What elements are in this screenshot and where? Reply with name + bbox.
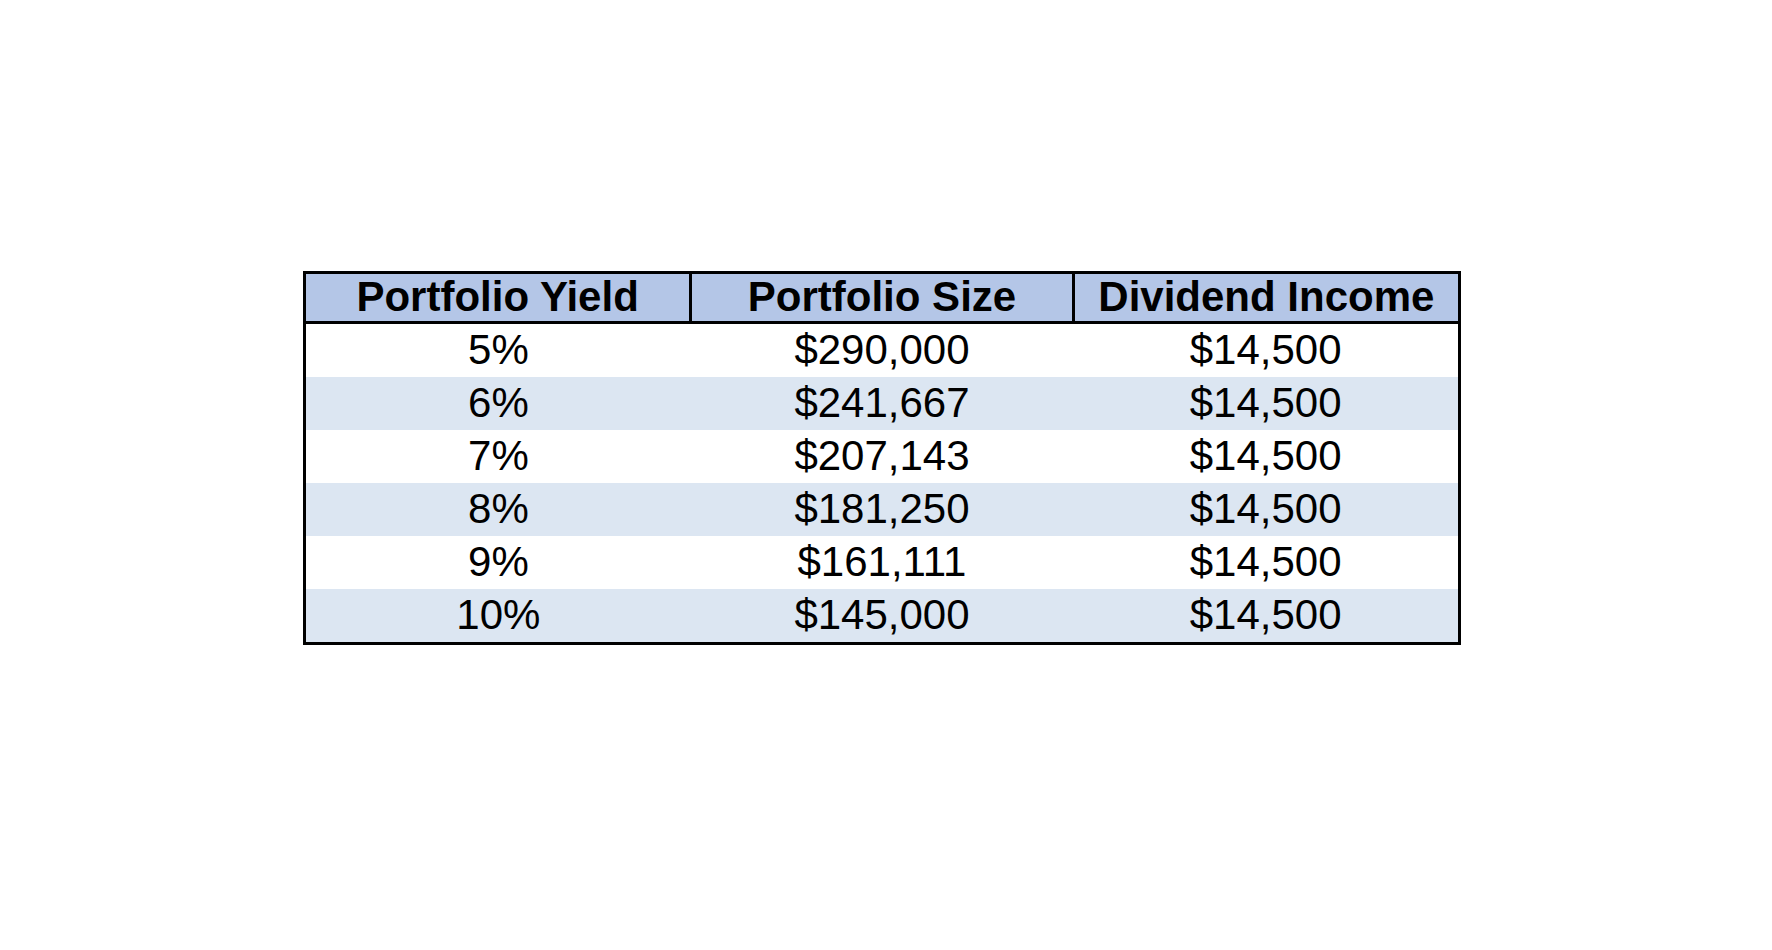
cell-yield: 6% <box>306 377 691 430</box>
cell-yield: 9% <box>306 536 691 589</box>
table-row: 5% $290,000 $14,500 <box>306 323 1458 378</box>
cell-dividend-income: $14,500 <box>1073 430 1458 483</box>
table-row: 9% $161,111 $14,500 <box>306 536 1458 589</box>
cell-portfolio-size: $161,111 <box>691 536 1073 589</box>
column-header-dividend-income: Dividend Income <box>1073 274 1458 323</box>
cell-portfolio-size: $290,000 <box>691 323 1073 378</box>
cell-dividend-income: $14,500 <box>1073 323 1458 378</box>
table-row: 10% $145,000 $14,500 <box>306 589 1458 642</box>
column-header-portfolio-size: Portfolio Size <box>691 274 1073 323</box>
dividend-income-table: Portfolio Yield Portfolio Size Dividend … <box>303 271 1461 645</box>
cell-dividend-income: $14,500 <box>1073 483 1458 536</box>
table-header-row: Portfolio Yield Portfolio Size Dividend … <box>306 274 1458 323</box>
cell-yield: 10% <box>306 589 691 642</box>
table-row: 8% $181,250 $14,500 <box>306 483 1458 536</box>
table-row: 6% $241,667 $14,500 <box>306 377 1458 430</box>
column-header-portfolio-yield: Portfolio Yield <box>306 274 691 323</box>
cell-portfolio-size: $207,143 <box>691 430 1073 483</box>
data-table: Portfolio Yield Portfolio Size Dividend … <box>306 274 1458 642</box>
page-canvas: { "page": { "background": "#ffffff" }, "… <box>0 0 1772 950</box>
cell-yield: 7% <box>306 430 691 483</box>
cell-dividend-income: $14,500 <box>1073 377 1458 430</box>
cell-dividend-income: $14,500 <box>1073 589 1458 642</box>
cell-portfolio-size: $181,250 <box>691 483 1073 536</box>
cell-dividend-income: $14,500 <box>1073 536 1458 589</box>
cell-yield: 8% <box>306 483 691 536</box>
table-row: 7% $207,143 $14,500 <box>306 430 1458 483</box>
cell-portfolio-size: $145,000 <box>691 589 1073 642</box>
cell-portfolio-size: $241,667 <box>691 377 1073 430</box>
cell-yield: 5% <box>306 323 691 378</box>
